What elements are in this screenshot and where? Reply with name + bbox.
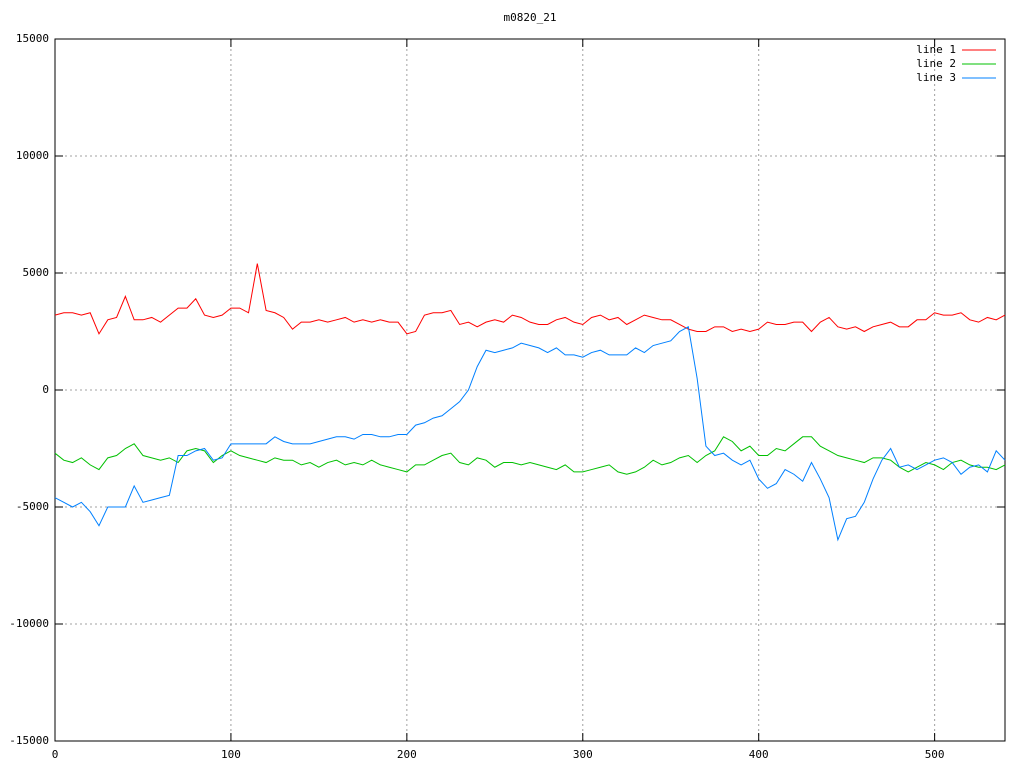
data-line bbox=[54, 326, 1006, 542]
y-tick-label: 10000 bbox=[16, 149, 49, 162]
x-tick-label: 100 bbox=[221, 748, 241, 761]
chart-title: m0820_21 bbox=[504, 11, 557, 24]
y-tick-label: 5000 bbox=[23, 266, 50, 279]
x-tick-label: 400 bbox=[749, 748, 769, 761]
x-tick-label: 200 bbox=[397, 748, 417, 761]
x-tick-label: 0 bbox=[52, 748, 59, 761]
y-tick-label: -5000 bbox=[16, 500, 49, 513]
y-tick-label: 15000 bbox=[16, 32, 49, 45]
legend-label: line 1 bbox=[916, 43, 956, 56]
legend-label: line 3 bbox=[916, 71, 956, 84]
y-tick-label: 0 bbox=[42, 383, 49, 396]
data-line bbox=[54, 263, 1006, 335]
y-tick-label: -15000 bbox=[9, 734, 49, 747]
x-tick-label: 500 bbox=[925, 748, 945, 761]
x-tick-label: 300 bbox=[573, 748, 593, 761]
data-line bbox=[54, 436, 1006, 475]
plot-border bbox=[54, 38, 1006, 742]
legend-label: line 2 bbox=[916, 57, 956, 70]
y-tick-label: -10000 bbox=[9, 617, 49, 630]
